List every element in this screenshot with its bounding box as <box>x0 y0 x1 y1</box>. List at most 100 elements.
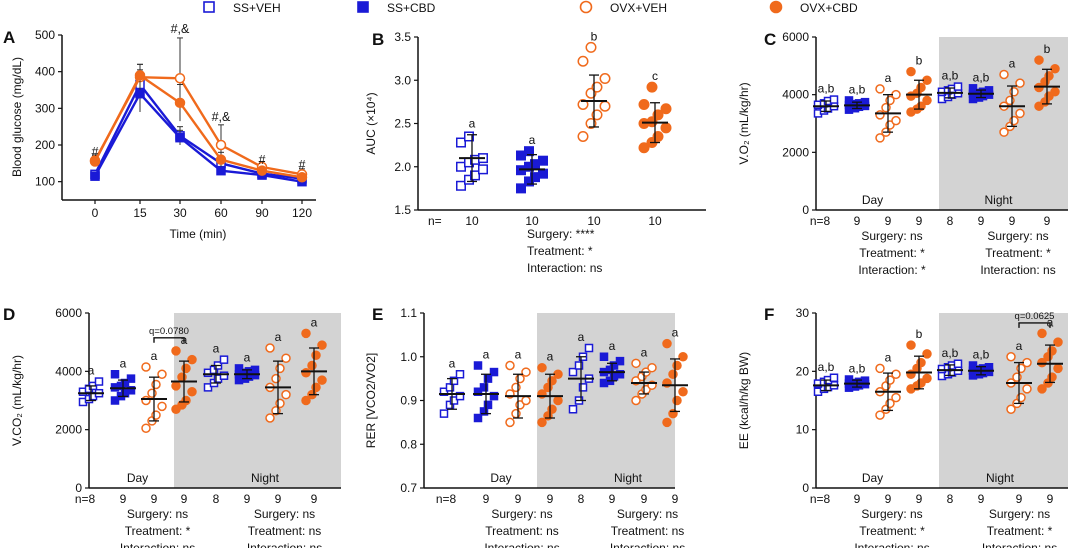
data-point <box>1050 63 1060 74</box>
panel-b-scatter-chart: B 1.5 2.0 2.5 3.0 3.5 AUC (×10⁴) a 10 a 10 b 10 c 10 n=… <box>364 29 706 275</box>
data-point <box>456 180 466 191</box>
n-label: 9 <box>311 492 318 506</box>
y-tick-label: 3.0 <box>394 73 411 87</box>
n-label: n=8 <box>810 492 831 506</box>
data-point <box>311 350 321 361</box>
significance-annotation: # <box>299 158 306 172</box>
data-point <box>215 139 227 151</box>
data-point <box>538 155 548 166</box>
data-point <box>1006 352 1016 362</box>
data-point <box>638 142 650 154</box>
y-axis-label: V.O₂ (mL/kg/hr) <box>737 82 751 164</box>
data-point <box>1044 71 1054 81</box>
stats-night: Interaction: ns <box>247 541 322 548</box>
stats-night: Treatment: * <box>985 246 1051 260</box>
n-label: 9 <box>181 492 188 506</box>
data-point <box>615 356 625 366</box>
n-label: 9 <box>1047 492 1054 506</box>
n-label: 9 <box>978 492 985 506</box>
series-line <box>93 73 303 179</box>
y-tick-label: 1.5 <box>394 203 411 217</box>
x-tick-label: 30 <box>173 206 187 220</box>
data-point <box>585 41 597 53</box>
legend-marker-ovx-veh <box>579 0 593 14</box>
data-point <box>216 165 226 176</box>
night-label: Night <box>984 193 1013 207</box>
n-label: n=8 <box>810 214 831 228</box>
day-label: Day <box>862 193 883 207</box>
panel-letter: F <box>764 305 774 324</box>
data-point <box>478 164 488 175</box>
legend-marker-ss-veh <box>203 1 215 13</box>
significance-annotation: # <box>92 145 99 159</box>
group-letter: a <box>885 71 892 85</box>
n-label: 9 <box>120 492 127 506</box>
y-tick-label: 10 <box>796 423 810 437</box>
panel-e-scatter-chart: E 0.7 0.8 0.9 1.0 1.1 RER [VCO2/VO2] a n=8 a 9 a 9 a 9… <box>364 305 688 548</box>
x-tick-label: 60 <box>214 206 228 220</box>
data-point <box>449 376 459 386</box>
data-point <box>307 360 317 371</box>
data-point <box>537 417 547 428</box>
y-tick-label: 0.8 <box>400 437 417 451</box>
data-point <box>953 359 963 368</box>
stats-day: Interaction: ns <box>854 541 929 548</box>
data-point <box>662 338 672 349</box>
n-label: 9 <box>854 214 861 228</box>
data-point <box>521 367 531 377</box>
data-point <box>90 171 100 181</box>
group-letter: b <box>916 327 923 341</box>
data-point <box>187 387 197 397</box>
data-point <box>126 386 136 395</box>
data-point <box>953 82 963 91</box>
data-point <box>1006 404 1016 414</box>
y-tick-label: 6000 <box>55 306 82 320</box>
data-point <box>891 392 901 403</box>
data-point <box>174 97 186 109</box>
n-label: 9 <box>1009 214 1016 228</box>
data-point <box>875 133 885 143</box>
data-point <box>511 408 521 419</box>
group-letter: a <box>885 350 892 364</box>
n-label: 8 <box>947 492 954 506</box>
y-tick-label: 20 <box>796 364 810 378</box>
data-point <box>479 383 489 392</box>
data-point <box>875 410 885 420</box>
data-point <box>147 388 157 398</box>
data-point <box>177 372 187 382</box>
data-point <box>916 82 926 93</box>
data-point <box>568 367 578 377</box>
night-label: Night <box>614 471 643 485</box>
n-label: 9 <box>515 492 522 506</box>
x-tick-label: 15 <box>133 206 147 220</box>
data-point <box>489 391 499 401</box>
stats-night: Surgery: ns <box>987 229 1048 243</box>
stats-line: Surgery: **** <box>527 227 595 241</box>
y-tick-label: 6000 <box>782 30 809 44</box>
stats-night: Surgery: ns <box>617 507 678 521</box>
n-label: 9 <box>978 214 985 228</box>
data-point <box>456 137 466 148</box>
data-point <box>678 387 688 397</box>
n-label: 10 <box>525 214 539 228</box>
data-point <box>489 367 499 377</box>
data-point <box>317 340 327 350</box>
stats-night: Treatment: ns <box>611 524 685 538</box>
data-point <box>275 363 285 374</box>
night-background <box>939 313 1068 488</box>
data-point <box>1012 372 1022 382</box>
group-letter: a <box>311 315 318 329</box>
data-point <box>483 400 493 410</box>
group-letter: c <box>652 69 658 83</box>
y-tick-label: 0.7 <box>400 481 417 495</box>
data-point <box>281 353 291 363</box>
panel-a-line-chart: A 100 200 300 400 500 0 15 30 60 90 120 Time (min) Bl… <box>3 22 316 241</box>
data-point <box>311 382 321 393</box>
bracket-q-value: q=0.0625 <box>1015 311 1055 322</box>
data-point <box>134 70 146 81</box>
data-point <box>439 387 449 396</box>
stats-day: Treatment: * <box>859 246 925 260</box>
data-point <box>553 395 563 406</box>
group-letter: a <box>244 350 251 364</box>
